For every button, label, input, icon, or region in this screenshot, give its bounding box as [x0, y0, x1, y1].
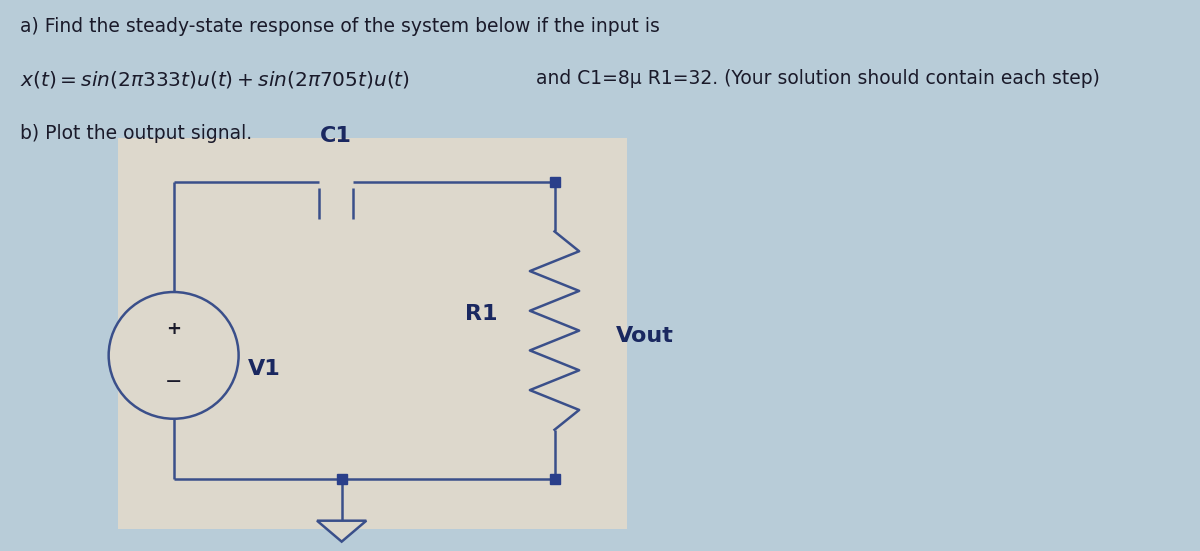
Text: +: + — [166, 320, 181, 338]
Polygon shape — [317, 521, 366, 542]
FancyBboxPatch shape — [118, 138, 628, 529]
Text: R1: R1 — [466, 304, 498, 324]
Text: −: − — [164, 372, 182, 392]
Text: b) Plot the output signal.: b) Plot the output signal. — [20, 124, 252, 143]
Ellipse shape — [109, 292, 239, 419]
Text: Vout: Vout — [616, 326, 674, 346]
Text: C1: C1 — [320, 126, 352, 146]
Text: $x(t) = sin(2\pi 333t)u(t) + sin(2\pi 705t)u(t)$: $x(t) = sin(2\pi 333t)u(t) + sin(2\pi 70… — [20, 69, 410, 90]
Text: and C1=8μ R1=32. (Your solution should contain each step): and C1=8μ R1=32. (Your solution should c… — [530, 69, 1099, 88]
Text: V1: V1 — [247, 359, 281, 379]
Text: a) Find the steady-state response of the system below if the input is: a) Find the steady-state response of the… — [20, 17, 660, 35]
